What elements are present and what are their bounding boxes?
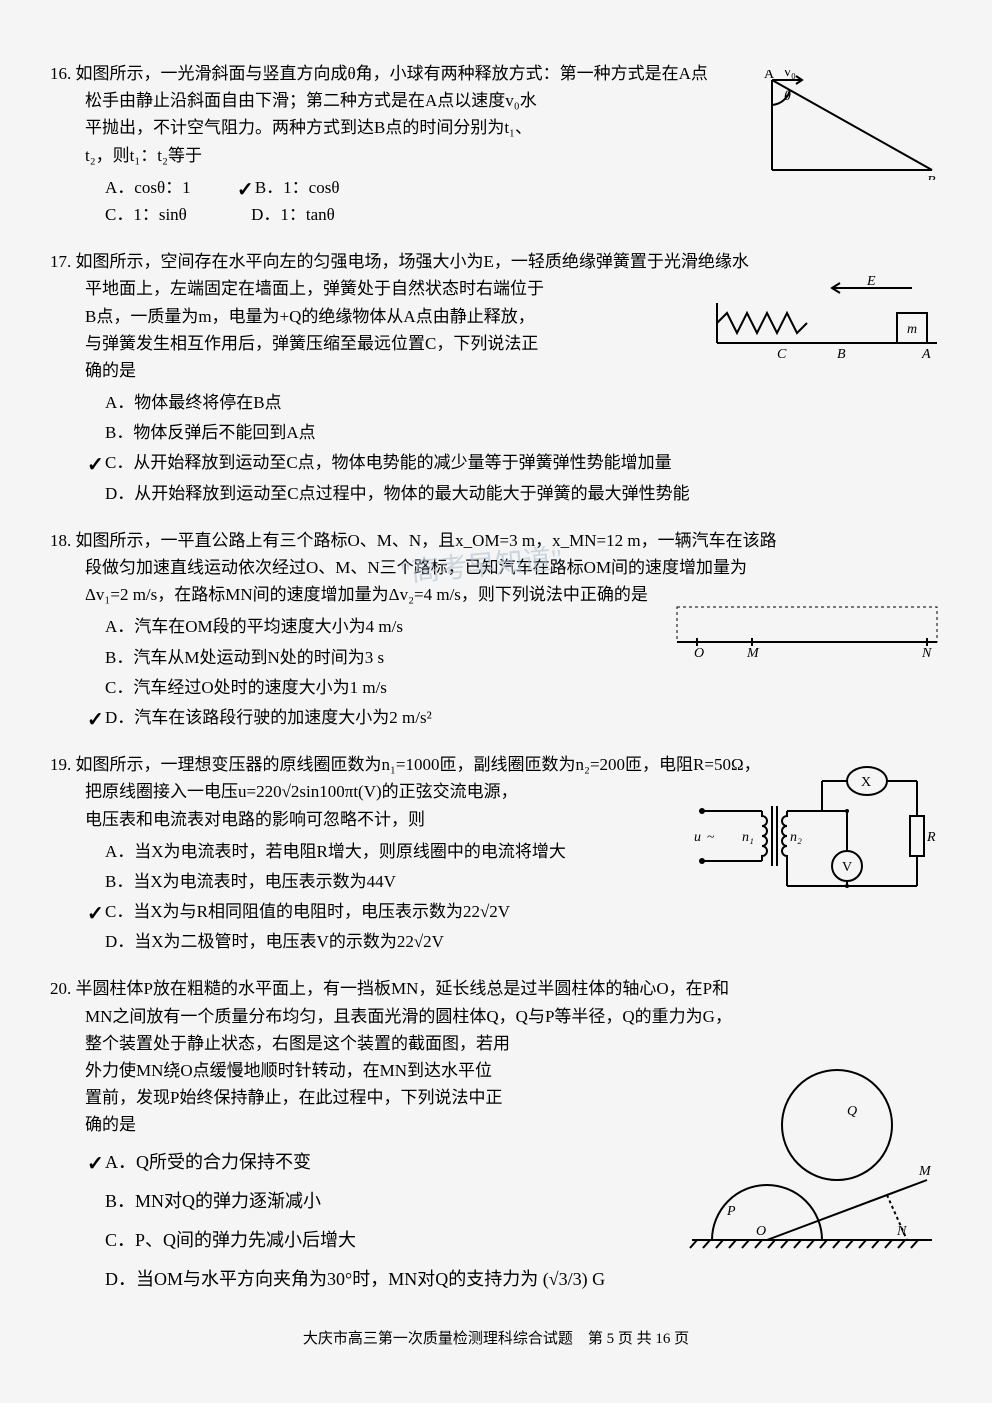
diagram-18: O M N	[672, 602, 942, 665]
problem-text-line1: 如图所示，一平直公路上有三个路标O、M、N，且x_OM=3 m，x_MN=12 …	[76, 531, 777, 550]
problem-text-line1: 如图所示，一光滑斜面与竖直方向成θ角，小球有两种释放方式：第一种方式是在A点	[76, 64, 708, 83]
svg-text:m: m	[907, 322, 917, 337]
diagram-16: A θ B v₀	[762, 70, 942, 188]
problem-number: 17.	[50, 252, 71, 271]
svg-text:E: E	[866, 274, 876, 289]
svg-text:O: O	[756, 1224, 766, 1239]
problem-number: 18.	[50, 531, 71, 550]
svg-text:X: X	[861, 775, 871, 790]
svg-text:Q: Q	[847, 1104, 857, 1119]
option-d: D．当OM与水平方向夹角为30°时，MN对Q的支持力为 (√3/3) G	[105, 1261, 942, 1297]
option-b: B．1：cosθ	[255, 174, 340, 201]
option-a: A．cosθ：1	[105, 174, 191, 201]
svg-text:P: P	[726, 1204, 736, 1219]
svg-text:~: ~	[707, 830, 715, 845]
svg-text:n₂: n₂	[790, 830, 802, 845]
problem-number: 19.	[50, 755, 71, 774]
option-d: D．1：tanθ	[251, 201, 335, 228]
svg-text:θ: θ	[784, 89, 791, 104]
problem-text-line1: 半圆柱体P放在粗糙的水平面上，有一挡板MN，延长线总是过半圆柱体的轴心O，在P和	[76, 979, 730, 998]
option-c: C．汽车经过O处时的速度大小为1 m/s	[105, 674, 942, 701]
option-d: D．汽车在该路段行驶的加速度大小为2 m/s²	[105, 704, 942, 731]
svg-text:A: A	[921, 347, 931, 358]
svg-text:M: M	[746, 646, 760, 657]
problem-20: 20. 半圆柱体P放在粗糙的水平面上，有一挡板MN，延长线总是过半圆柱体的轴心O…	[50, 975, 942, 1296]
problem-18: 18. 如图所示，一平直公路上有三个路标O、M、N，且x_OM=3 m，x_MN…	[50, 527, 942, 731]
option-c: C．从开始释放到运动至C点，物体电势能的减少量等于弹簧弹性势能增加量	[105, 449, 942, 476]
svg-text:V: V	[842, 860, 852, 875]
option-d: D．从开始释放到运动至C点过程中，物体的最大动能大于弹簧的最大弹性势能	[105, 480, 942, 507]
problem-number: 20.	[50, 979, 71, 998]
problem-19: 19. 如图所示，一理想变压器的原线圈匝数为n₁=1000匝，副线圈匝数为n₂=…	[50, 751, 942, 955]
diagram-20: P Q O M N	[682, 1045, 942, 1263]
svg-text:B: B	[837, 347, 846, 358]
option-d: D．当X为二极管时，电压表V的示数为22√2V	[105, 928, 942, 955]
svg-text:N: N	[896, 1224, 907, 1239]
svg-text:C: C	[777, 347, 787, 358]
svg-text:n₁: n₁	[742, 830, 754, 845]
problem-text-line1: 如图所示，一理想变压器的原线圈匝数为n₁=1000匝，副线圈匝数为n₂=200匝…	[76, 755, 761, 774]
svg-text:O: O	[694, 646, 704, 657]
problem-16: 16. 如图所示，一光滑斜面与竖直方向成θ角，小球有两种释放方式：第一种方式是在…	[50, 60, 942, 228]
option-a: A．物体最终将停在B点	[105, 389, 942, 416]
svg-text:u: u	[694, 830, 701, 845]
problem-text-line2: 段做匀加速直线运动依次经过O、M、N三个路标，已知汽车在路标OM间的速度增加量为	[85, 554, 942, 581]
svg-text:B: B	[927, 174, 936, 180]
svg-text:M: M	[918, 1164, 932, 1179]
option-c: C．1：sinθ	[105, 201, 187, 228]
diagram-17: E m C B A	[712, 273, 942, 366]
problem-text-line2: MN之间放有一个质量分布均匀，且表面光滑的圆柱体Q，Q与P等半径，Q的重力为G，	[85, 1003, 942, 1030]
page-footer: 大庆市高三第一次质量检测理科综合试题 第 5 页 共 16 页	[50, 1327, 942, 1351]
svg-text:N: N	[921, 646, 932, 657]
problem-text-line1: 如图所示，空间存在水平向左的匀强电场，场强大小为E，一轻质绝缘弹簧置于光滑绝缘水	[76, 252, 749, 271]
option-b: B．物体反弹后不能回到A点	[105, 419, 942, 446]
problem-number: 16.	[50, 64, 71, 83]
problem-17: 17. 如图所示，空间存在水平向左的匀强电场，场强大小为E，一轻质绝缘弹簧置于光…	[50, 248, 942, 507]
svg-text:R: R	[926, 830, 936, 845]
diagram-19: u ~ n₁ n₂ X R V	[692, 766, 942, 904]
svg-text:v₀: v₀	[784, 70, 796, 80]
